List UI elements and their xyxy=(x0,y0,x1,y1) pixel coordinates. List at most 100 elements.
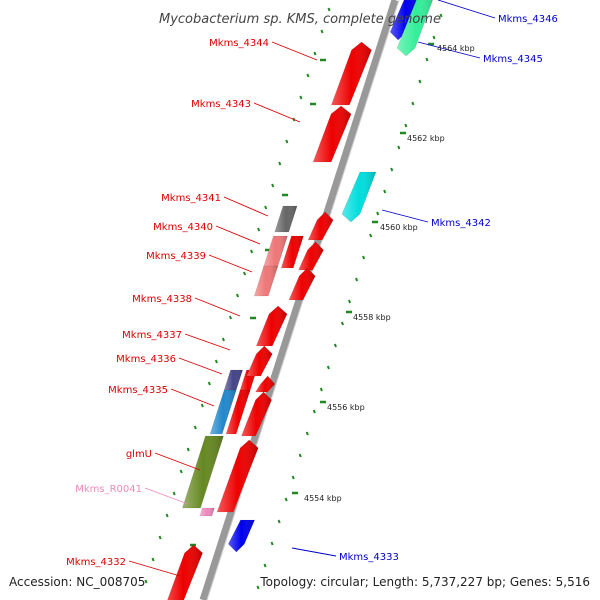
kbp-position-label: 4562 kbp xyxy=(407,134,445,143)
gene-shading xyxy=(289,268,316,300)
gene-shading xyxy=(313,106,352,162)
label-leader-line xyxy=(215,225,261,245)
gene-shading xyxy=(167,545,203,600)
tick-mark xyxy=(411,101,415,106)
tick-mark xyxy=(319,387,323,392)
tick-mark xyxy=(257,227,261,232)
tick-mark xyxy=(369,233,373,238)
tick-mark xyxy=(355,277,359,282)
gene-shading xyxy=(256,306,288,346)
tick-mark xyxy=(165,513,169,518)
tick-mark xyxy=(285,139,289,144)
genes-layer xyxy=(167,0,433,600)
tick-mark xyxy=(291,475,295,480)
tick-mark xyxy=(327,7,331,12)
gene-label[interactable]: Mkms_4333 xyxy=(339,552,399,563)
label-leader-line xyxy=(184,333,231,351)
tick-mark xyxy=(306,73,310,78)
accession-text: Accession: NC_008705 xyxy=(9,575,145,589)
tick-mark xyxy=(312,409,316,414)
kbp-position-label: 4560 kbp xyxy=(380,223,418,232)
tick-mark xyxy=(271,183,275,188)
tick-mark xyxy=(284,497,288,502)
gene-label[interactable]: glmU xyxy=(126,449,152,460)
gene-shading xyxy=(210,390,237,434)
label-leader-line xyxy=(170,388,215,407)
gene-label[interactable]: Mkms_4341 xyxy=(161,193,221,204)
tick-mark xyxy=(313,51,317,56)
gene-shading xyxy=(228,520,255,552)
gene-label[interactable]: Mkms_4343 xyxy=(191,99,251,110)
gene-label[interactable]: Mkms_4340 xyxy=(153,222,213,233)
gene-label[interactable]: Mkms_4344 xyxy=(209,38,269,49)
tick-mark xyxy=(326,365,330,370)
outer-tick-track xyxy=(256,13,443,590)
tick-mark xyxy=(278,161,282,166)
tick-mark xyxy=(228,315,233,320)
tick-mark xyxy=(250,249,254,254)
tick-mark xyxy=(298,453,302,458)
gene-label[interactable]: Mkms_4337 xyxy=(122,330,182,341)
tick-mark xyxy=(179,469,183,474)
label-leader-line xyxy=(417,41,481,59)
label-leader-line xyxy=(128,560,181,577)
label-leader-line xyxy=(223,196,269,217)
label-leader-line xyxy=(271,41,318,61)
tick-mark xyxy=(383,189,387,194)
tick-mark xyxy=(193,425,197,430)
gene-label[interactable]: Mkms_4338 xyxy=(132,294,192,305)
gene-label[interactable]: Mkms_4336 xyxy=(116,354,176,365)
labels-layer: Mkms_4346 Mkms_4345 Mkms_4344 Mkms_4343 Mkms… xyxy=(66,0,558,577)
gene-label[interactable]: Mkms_4342 xyxy=(431,218,491,229)
tick-mark xyxy=(144,579,148,584)
tick-mark xyxy=(390,167,394,172)
tick-mark xyxy=(221,337,225,342)
gene-shading xyxy=(298,242,324,270)
gene-shading xyxy=(255,376,275,392)
gene-shading xyxy=(308,212,334,240)
gene-shading xyxy=(274,206,298,232)
gene-shading xyxy=(397,0,433,56)
gene-label[interactable]: Mkms_4332 xyxy=(66,557,126,568)
gene-shading xyxy=(341,172,376,222)
label-leader-line xyxy=(381,209,429,223)
tick-mark xyxy=(418,79,422,84)
tick-mark xyxy=(235,293,240,298)
tick-mark xyxy=(207,381,211,386)
tick-mark xyxy=(376,211,380,216)
gene-shading xyxy=(246,346,273,376)
label-leader-line xyxy=(208,254,253,273)
gene-label[interactable]: Mkms_4335 xyxy=(108,385,168,396)
tick-mark xyxy=(214,359,218,364)
tick-mark xyxy=(333,343,337,348)
tick-mark xyxy=(299,95,303,100)
tick-mark xyxy=(264,205,268,210)
gene-label[interactable]: Mkms_R0041 xyxy=(75,484,142,495)
tick-mark xyxy=(270,541,274,546)
tick-mark xyxy=(243,271,247,276)
tick-mark xyxy=(397,145,401,150)
tick-mark xyxy=(186,447,190,452)
gene-label[interactable]: Mkms_4339 xyxy=(146,251,206,262)
kbp-position-label: 4564 kbp xyxy=(437,44,475,53)
gene-shading xyxy=(182,436,224,508)
tick-mark xyxy=(432,35,436,40)
label-leader-line xyxy=(291,547,337,557)
kbp-position-label: 4554 kbp xyxy=(304,494,342,503)
gene-shading xyxy=(254,266,278,296)
tick-mark xyxy=(158,535,162,540)
gene-label[interactable]: Mkms_4346 xyxy=(498,14,558,25)
label-leader-line xyxy=(144,487,189,505)
gene-label[interactable]: Mkms_4345 xyxy=(483,54,543,65)
gene-shading xyxy=(224,370,243,390)
tick-mark xyxy=(362,255,366,260)
genome-summary-text: Topology: circular; Length: 5,737,227 bp… xyxy=(259,575,590,589)
kbp-position-label: 4556 kbp xyxy=(327,403,365,412)
tick-mark xyxy=(347,299,352,304)
tick-mark xyxy=(340,321,345,326)
gene-shading xyxy=(331,42,372,105)
label-leader-line xyxy=(194,297,241,317)
tick-mark xyxy=(277,519,281,524)
gene-shading xyxy=(241,392,272,436)
